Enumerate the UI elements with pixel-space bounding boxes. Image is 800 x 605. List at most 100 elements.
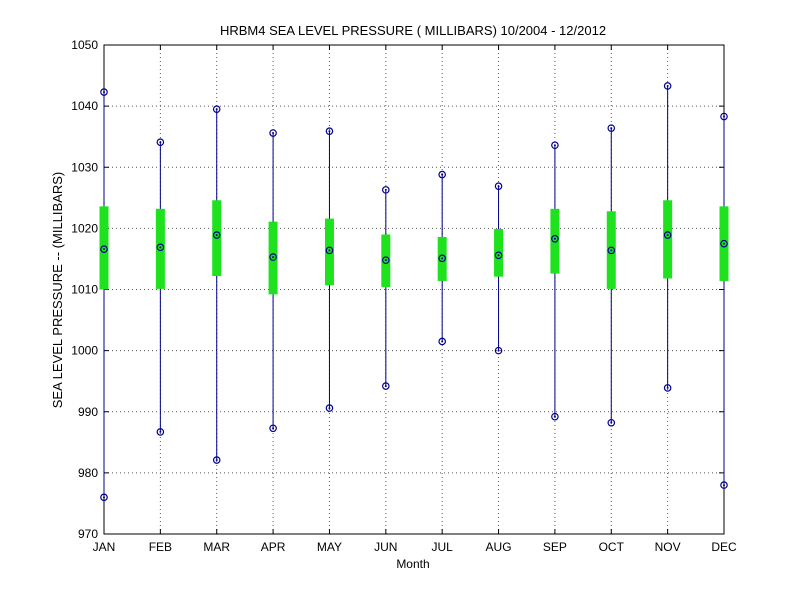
- max-marker-dot: [215, 108, 218, 111]
- y-axis-label: SEA LEVEL PRESSURE -- (MILLIBARS): [50, 172, 65, 408]
- y-tick-label: 1020: [71, 221, 98, 235]
- max-marker-dot: [666, 84, 669, 87]
- min-marker-dot: [666, 386, 669, 389]
- min-marker: [551, 412, 559, 421]
- mean-marker-dot: [272, 256, 275, 259]
- mean-marker: [494, 251, 503, 260]
- x-tick-label: JUN: [374, 540, 397, 554]
- x-tick-label: NOV: [655, 540, 681, 554]
- mean-marker-dot: [553, 237, 556, 240]
- min-marker-dot: [328, 407, 331, 410]
- mean-marker-dot: [103, 248, 105, 251]
- max-marker: [720, 112, 728, 121]
- min-marker-dot: [384, 385, 387, 388]
- series-layer: [99, 82, 729, 502]
- y-tick-label: 1050: [71, 38, 98, 52]
- mean-marker-dot: [666, 234, 669, 237]
- tick-label-layer: 970 980 990 1000 1010 1020 1030 1040 1050 JAN FEB M…: [71, 38, 737, 554]
- min-marker: [100, 493, 108, 502]
- mean-marker-dot: [610, 249, 613, 252]
- mean-marker-dot: [215, 234, 218, 237]
- max-marker: [494, 182, 503, 190]
- std-bar: [494, 228, 504, 277]
- x-tick-label: OCT: [599, 540, 625, 554]
- mean-marker: [156, 243, 165, 252]
- max-marker-dot: [497, 185, 500, 188]
- x-axis-label: Month: [396, 557, 429, 571]
- x-tick-label: MAR: [203, 540, 230, 554]
- max-marker-dot: [272, 132, 275, 135]
- min-marker: [156, 428, 165, 436]
- y-tick-label: 980: [78, 466, 98, 480]
- max-marker: [100, 88, 108, 96]
- max-marker-dot: [723, 115, 725, 118]
- min-marker-dot: [723, 484, 725, 487]
- max-marker: [325, 127, 334, 135]
- mean-marker: [100, 245, 108, 253]
- std-bar: [324, 218, 334, 286]
- min-marker-dot: [159, 430, 162, 433]
- min-marker-dot: [441, 340, 444, 343]
- mean-marker: [325, 246, 334, 255]
- mean-marker: [269, 253, 277, 261]
- min-marker-dot: [553, 415, 556, 418]
- x-tick-label: FEB: [149, 540, 172, 554]
- max-marker-dot: [384, 188, 387, 191]
- x-tick-label: APR: [261, 540, 286, 554]
- mean-marker: [607, 246, 616, 255]
- min-marker: [438, 337, 446, 346]
- min-marker: [325, 404, 334, 412]
- mean-marker: [382, 256, 390, 264]
- y-tick-label: 1030: [71, 160, 98, 174]
- max-marker: [551, 141, 559, 150]
- x-tick-label: JUL: [432, 540, 454, 554]
- max-marker: [269, 129, 277, 137]
- max-marker-dot: [441, 173, 444, 176]
- mean-marker-dot: [159, 246, 162, 249]
- std-bar: [663, 200, 673, 279]
- x-tick-label: DEC: [711, 540, 737, 554]
- mean-marker: [212, 231, 221, 239]
- max-marker-dot: [159, 141, 162, 144]
- min-marker: [269, 424, 277, 433]
- max-marker-dot: [328, 130, 331, 133]
- mean-marker-dot: [328, 249, 331, 252]
- min-marker-dot: [103, 496, 105, 499]
- max-marker: [156, 138, 165, 146]
- min-marker: [494, 346, 503, 355]
- mean-marker-dot: [441, 257, 444, 260]
- y-tick-label: 1010: [71, 283, 98, 297]
- x-tick-label: SEP: [543, 540, 567, 554]
- max-marker: [607, 124, 616, 132]
- min-marker-dot: [497, 349, 500, 352]
- min-marker: [607, 418, 616, 427]
- min-marker-dot: [272, 427, 275, 430]
- grid-layer: [104, 45, 724, 534]
- y-tick-label: 1040: [71, 99, 98, 113]
- min-marker-dot: [610, 421, 613, 424]
- min-marker-dot: [215, 459, 218, 462]
- x-tick-label: JAN: [93, 540, 116, 554]
- mean-marker-dot: [497, 254, 500, 257]
- min-marker: [663, 384, 672, 392]
- min-marker: [720, 481, 728, 489]
- std-bar: [99, 206, 109, 290]
- min-marker: [382, 382, 390, 390]
- std-bar: [550, 208, 560, 274]
- max-marker: [663, 82, 672, 90]
- std-bar: [155, 208, 165, 289]
- mean-marker: [551, 234, 559, 243]
- x-tick-label: MAY: [317, 540, 342, 554]
- y-tick-label: 990: [78, 405, 98, 419]
- chart-title: HRBM4 SEA LEVEL PRESSURE ( MILLIBARS) 10…: [220, 23, 606, 38]
- x-tick-label: AUG: [486, 540, 512, 554]
- mean-marker: [438, 254, 446, 263]
- y-tick-label: 970: [78, 527, 98, 541]
- mean-marker: [663, 231, 672, 239]
- max-marker-dot: [553, 144, 556, 147]
- max-marker-dot: [610, 127, 613, 130]
- mean-marker-dot: [384, 259, 387, 262]
- max-marker: [438, 170, 446, 179]
- min-marker: [212, 456, 221, 464]
